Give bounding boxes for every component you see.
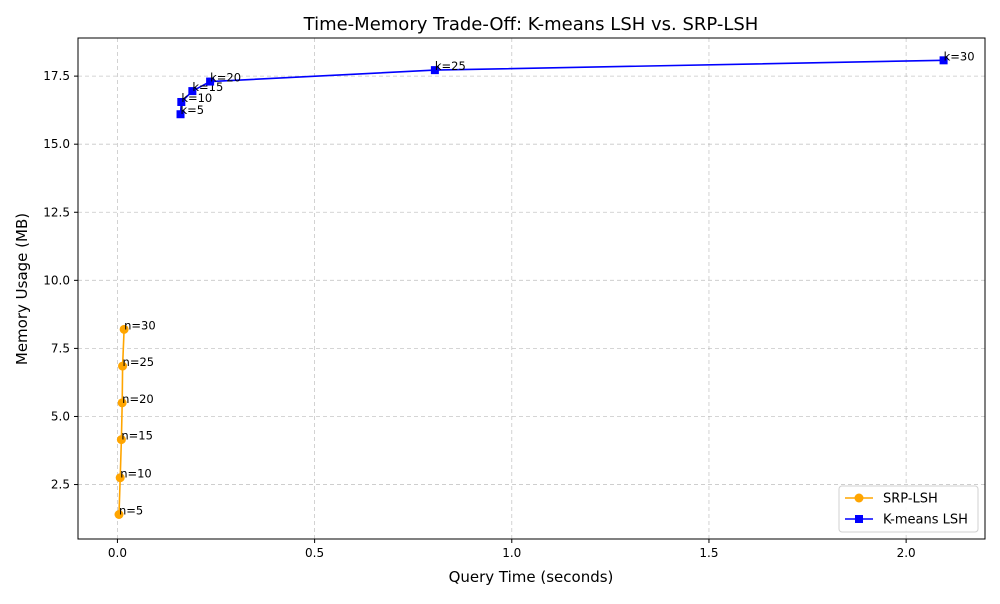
data-point xyxy=(188,87,197,96)
legend-label: SRP-LSH xyxy=(883,492,938,507)
x-tick-label: 1.0 xyxy=(502,546,521,560)
point-label: k=20 xyxy=(210,71,241,85)
legend-box xyxy=(838,485,979,533)
y-tick-label: 12.5 xyxy=(43,205,70,219)
legend: SRP-LSH K-means LSH xyxy=(838,485,979,533)
data-point xyxy=(177,97,186,106)
point-label: n=15 xyxy=(121,429,153,443)
y-tick-label: 10.0 xyxy=(43,273,70,287)
data-point xyxy=(114,509,124,519)
data-point xyxy=(939,56,948,65)
point-label: n=25 xyxy=(123,355,155,369)
plot-frame xyxy=(77,37,986,540)
point-label: n=20 xyxy=(122,392,154,406)
x-tick-label: 0.5 xyxy=(305,546,324,560)
data-point xyxy=(206,77,215,86)
point-label: n=10 xyxy=(120,467,152,481)
data-point xyxy=(176,110,185,119)
y-tick-label: 17.5 xyxy=(43,69,70,83)
y-tick-label: 7.5 xyxy=(51,341,70,355)
series-layer: n=5n=10n=15n=20n=25n=30k=5k=10k=15k=20k=… xyxy=(114,49,975,519)
legend-marker xyxy=(854,493,864,503)
x-tick-label: 1.5 xyxy=(699,546,718,560)
series-line xyxy=(118,329,125,515)
point-label: n=5 xyxy=(119,503,143,517)
y-tick-label: 5.0 xyxy=(51,409,70,423)
data-point xyxy=(115,473,125,483)
data-point xyxy=(430,66,439,75)
point-label: k=25 xyxy=(435,59,466,73)
data-point xyxy=(118,361,128,371)
x-tick-label: 2.0 xyxy=(897,546,916,560)
y-axis-label: Memory Usage (MB) xyxy=(13,213,31,365)
x-tick-label: 0.0 xyxy=(108,546,127,560)
point-label: k=30 xyxy=(944,49,975,63)
data-point xyxy=(119,324,129,334)
point-label: k=15 xyxy=(192,80,223,94)
y-tick-label: 15.0 xyxy=(43,137,70,151)
chart-title: Time-Memory Trade-Off: K-means LSH vs. S… xyxy=(303,14,759,35)
y-tick-label: 2.5 xyxy=(51,478,70,492)
ticks: 0.0 0.5 1.0 1.5 2.0 2.5 5.0 7.5 10.0 12.5 15.0 17.5 xyxy=(43,69,915,560)
data-point xyxy=(117,398,127,408)
point-label: k=5 xyxy=(181,103,205,117)
data-point xyxy=(116,435,126,445)
legend-label: K-means LSH xyxy=(883,513,968,528)
legend-marker xyxy=(855,515,863,523)
point-label: n=30 xyxy=(124,318,156,332)
x-axis-label: Query Time (seconds) xyxy=(449,568,614,586)
